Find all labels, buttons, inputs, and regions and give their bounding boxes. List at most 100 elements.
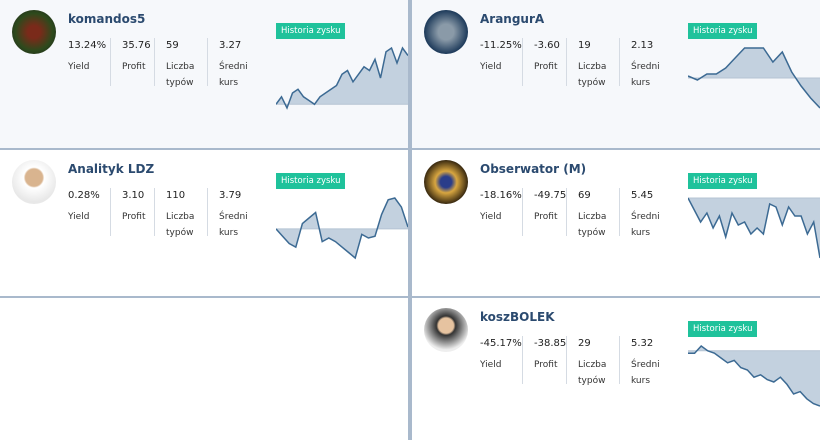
cell: ArangurA -11.25% Yield -3.60 Profit 19 Liczba … bbox=[412, 0, 820, 148]
spark-line bbox=[688, 197, 820, 259]
stat: 69 Liczba typów bbox=[578, 190, 618, 241]
badge: Historia zysku bbox=[688, 321, 758, 337]
stat: 2.13 Średni kurs bbox=[631, 40, 671, 91]
avatar bbox=[12, 160, 56, 204]
cell bbox=[0, 298, 408, 440]
stat: 29 Liczba typów bbox=[578, 338, 618, 389]
stat: 13.24% Yield bbox=[68, 40, 108, 75]
spark-line bbox=[276, 197, 408, 260]
stat-label: Średni kurs bbox=[219, 212, 248, 238]
stat-label: Profit bbox=[534, 62, 558, 72]
cell: koszBOLEK -45.17% Yield -38.85 Profit 29 Liczb… bbox=[412, 298, 820, 440]
tipster-name: komandos5 bbox=[68, 12, 146, 26]
stat-label: Profit bbox=[122, 62, 146, 72]
divider bbox=[522, 336, 523, 384]
stat-value: 5.32 bbox=[631, 338, 654, 349]
divider bbox=[154, 38, 155, 86]
tipster-name: Analityk LDZ bbox=[68, 162, 155, 176]
stat: 3.10 Profit bbox=[122, 190, 162, 225]
stat-value: 35.76 bbox=[122, 40, 151, 51]
stat: 110 Liczba typów bbox=[166, 190, 206, 241]
divider bbox=[154, 188, 155, 236]
stat-label: Yield bbox=[480, 360, 502, 370]
spark-area bbox=[276, 48, 408, 108]
badge: Historia zysku bbox=[276, 23, 346, 39]
tipster-name: Obserwator (M) bbox=[480, 162, 587, 176]
stat: 5.32 Średni kurs bbox=[631, 338, 671, 389]
spark-area bbox=[688, 346, 820, 406]
tipster-name: koszBOLEK bbox=[480, 310, 555, 324]
stat: 19 Liczba typów bbox=[578, 40, 618, 91]
divider bbox=[522, 38, 523, 86]
avatar bbox=[12, 10, 56, 54]
divider bbox=[566, 188, 567, 236]
spark-line bbox=[688, 344, 820, 407]
stat-value: 110 bbox=[166, 190, 186, 201]
stat-label: Liczba typów bbox=[166, 212, 195, 238]
stat-value: -38.85 bbox=[534, 338, 567, 349]
badge: Historia zysku bbox=[688, 173, 758, 189]
cell: Analityk LDZ 0.28% Yield 3.10 Profit 110 Liczb… bbox=[0, 150, 408, 296]
stat-label: Yield bbox=[480, 212, 502, 222]
stat-value: -11.25% bbox=[480, 40, 522, 51]
cell: komandos5 13.24% Yield 35.76 Profit 59 Liczba … bbox=[0, 0, 408, 148]
stat-value: 29 bbox=[578, 338, 591, 349]
divider bbox=[207, 188, 208, 236]
divider bbox=[522, 188, 523, 236]
stat: -38.85 Profit bbox=[534, 338, 574, 373]
divider bbox=[207, 38, 208, 86]
sparkline bbox=[276, 197, 408, 260]
stat-value: 5.45 bbox=[631, 190, 654, 201]
stat-value: 3.27 bbox=[219, 40, 242, 51]
tipster-name: ArangurA bbox=[480, 12, 545, 26]
badge: Historia zysku bbox=[276, 173, 346, 189]
divider bbox=[110, 188, 111, 236]
stat-value: 69 bbox=[578, 190, 591, 201]
stat-label: Średni kurs bbox=[631, 62, 660, 88]
stat-label: Profit bbox=[122, 212, 146, 222]
spark-line bbox=[688, 47, 820, 109]
stat-value: 0.28% bbox=[68, 190, 100, 201]
spark-area bbox=[688, 198, 820, 258]
stat: 3.27 Średni kurs bbox=[219, 40, 259, 91]
divider bbox=[566, 336, 567, 384]
avatar bbox=[424, 10, 468, 54]
stat-value: 2.13 bbox=[631, 40, 654, 51]
stat-label: Yield bbox=[480, 62, 502, 72]
stat-label: Liczba typów bbox=[578, 62, 607, 88]
stat: -3.60 Profit bbox=[534, 40, 574, 75]
stat-value: -45.17% bbox=[480, 338, 522, 349]
sparkline bbox=[276, 46, 408, 110]
divider bbox=[566, 38, 567, 86]
stat-label: Średni kurs bbox=[631, 212, 660, 238]
stat: 0.28% Yield bbox=[68, 190, 108, 225]
divider bbox=[619, 188, 620, 236]
stat-label: Profit bbox=[534, 360, 558, 370]
stat: -49.75 Profit bbox=[534, 190, 574, 225]
avatar bbox=[424, 308, 468, 352]
stat-label: Profit bbox=[534, 212, 558, 222]
avatar bbox=[424, 160, 468, 204]
badge: Historia zysku bbox=[688, 23, 758, 39]
divider bbox=[619, 38, 620, 86]
stat-value: 59 bbox=[166, 40, 179, 51]
stat: 35.76 Profit bbox=[122, 40, 162, 75]
divider bbox=[619, 336, 620, 384]
stat: -18.16% Yield bbox=[480, 190, 522, 225]
stat-value: 3.10 bbox=[122, 190, 145, 201]
stat: 59 Liczba typów bbox=[166, 40, 206, 91]
stat: 5.45 Średni kurs bbox=[631, 190, 671, 241]
sparkline bbox=[688, 197, 820, 259]
stat: 3.79 Średni kurs bbox=[219, 190, 259, 241]
stat-value: 13.24% bbox=[68, 40, 107, 51]
divider bbox=[110, 38, 111, 86]
stat-label: Liczba typów bbox=[166, 62, 195, 88]
stat-value: -49.75 bbox=[534, 190, 567, 201]
sparkline bbox=[688, 47, 820, 109]
sparkline bbox=[688, 344, 820, 407]
stat-label: Yield bbox=[68, 212, 90, 222]
stat-label: Liczba typów bbox=[578, 212, 607, 238]
stat-label: Yield bbox=[68, 62, 90, 72]
cell: Obserwator (M) -18.16% Yield -49.75 Profit 69… bbox=[412, 150, 820, 296]
